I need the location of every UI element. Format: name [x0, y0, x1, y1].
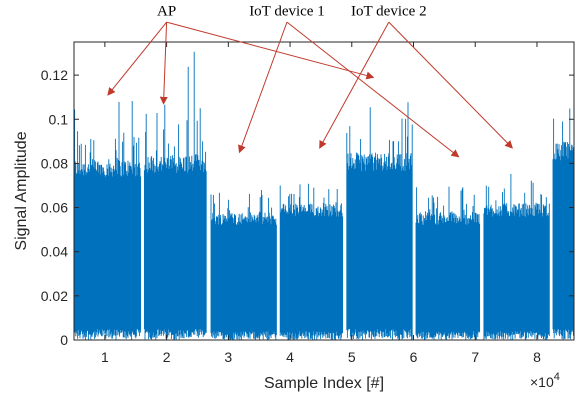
x-axis: 1 2 3 4 5 6 7 8	[101, 42, 541, 365]
x-tick-label: 5	[348, 349, 356, 365]
signal-segment	[415, 186, 481, 340]
signal-segment	[483, 173, 550, 340]
annotation-label: AP	[157, 4, 176, 20]
signal-segment	[210, 190, 277, 340]
signal-trace	[73, 51, 574, 340]
signal-trace-path	[143, 51, 207, 340]
x-tick-label: 1	[101, 349, 109, 365]
signal-segment	[346, 102, 413, 340]
signal-trace-path	[210, 190, 277, 340]
y-tick-label: 0.12	[41, 67, 68, 83]
annotation-arrow	[286, 21, 460, 158]
annotation-arrow	[159, 22, 168, 105]
annotation-arrow	[166, 21, 375, 80]
y-tick-label: 0.04	[41, 244, 68, 260]
signal-trace-path	[346, 102, 413, 340]
x-axis-label: Sample Index [#]	[264, 375, 384, 392]
annotations: AP IoT device 1 IoT device 2	[107, 4, 513, 158]
signal-segment	[279, 183, 344, 340]
x-tick-label: 7	[471, 349, 479, 365]
signal-trace-path	[73, 101, 142, 340]
y-axis-label: Signal Amplitude	[13, 131, 30, 250]
annotation-arrow	[238, 21, 288, 154]
x-axis-exponent-power: 4	[554, 371, 560, 383]
signal-trace-path	[552, 108, 574, 340]
annotation-label: IoT device 2	[351, 4, 427, 20]
signal-segment	[73, 101, 142, 340]
y-tick-label: 0.08	[41, 155, 68, 171]
x-tick-label: 4	[286, 349, 294, 365]
axes-frame	[73, 41, 575, 341]
y-tick-label: 0.02	[41, 288, 68, 304]
annotation: AP	[107, 4, 375, 105]
signal-trace-path	[279, 183, 344, 340]
signal-trace-path	[415, 186, 481, 340]
x-tick-label: 6	[410, 349, 418, 365]
y-axis: 0 0.02 0.04 0.06 0.08 0.1 0.12	[41, 67, 574, 348]
annotation-arrow	[388, 21, 513, 149]
y-tick-label: 0.1	[49, 111, 69, 127]
x-axis-exponent: ×104	[530, 371, 560, 390]
y-tick-label: 0.06	[41, 200, 68, 216]
signal-segment	[143, 51, 207, 340]
x-tick-label: 2	[163, 349, 171, 365]
annotation-label: IoT device 1	[249, 4, 325, 20]
annotation-arrow	[107, 21, 167, 96]
y-tick-label: 0	[60, 332, 68, 348]
signal-trace-path	[483, 173, 550, 340]
x-tick-label: 8	[533, 349, 541, 365]
x-axis-exponent-base: ×10	[530, 374, 554, 390]
x-tick-label: 3	[224, 349, 232, 365]
annotation: IoT device 1	[238, 4, 460, 158]
annotation-arrow	[319, 21, 390, 149]
signal-segment	[552, 108, 574, 340]
annotation: IoT device 2	[319, 4, 513, 149]
